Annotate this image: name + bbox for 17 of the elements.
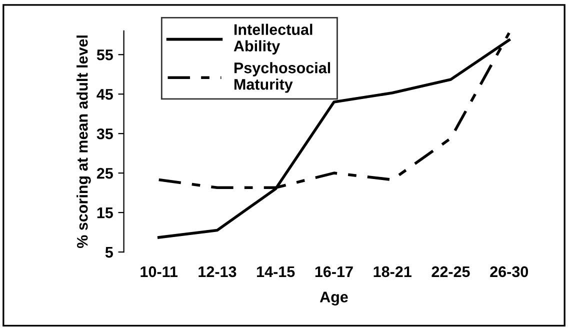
y-tick-label: 55 bbox=[96, 50, 113, 60]
x-tick-label: 12-13 bbox=[198, 266, 236, 278]
x-tick-label: 22-25 bbox=[432, 266, 470, 278]
x-tick-label: 14-15 bbox=[257, 266, 295, 278]
x-tick-label: 18-21 bbox=[374, 266, 412, 278]
y-tick-label: 5 bbox=[105, 247, 113, 258]
y-axis-title: % scoring at mean adult level bbox=[76, 36, 91, 248]
y-tick-label: 45 bbox=[96, 89, 113, 100]
y-tick-label: 25 bbox=[96, 168, 113, 179]
x-tick-label: 26-30 bbox=[490, 266, 528, 278]
legend-label: Psychosocial Maturity bbox=[234, 62, 330, 93]
y-tick-label: 15 bbox=[97, 208, 113, 218]
y-tick-label: 35 bbox=[96, 128, 113, 140]
x-tick-label: 16-17 bbox=[315, 266, 353, 278]
x-axis-title: Age bbox=[320, 292, 348, 306]
legend-label: Intellectual Ability bbox=[234, 24, 312, 54]
x-tick-label: 10-11 bbox=[140, 266, 178, 278]
